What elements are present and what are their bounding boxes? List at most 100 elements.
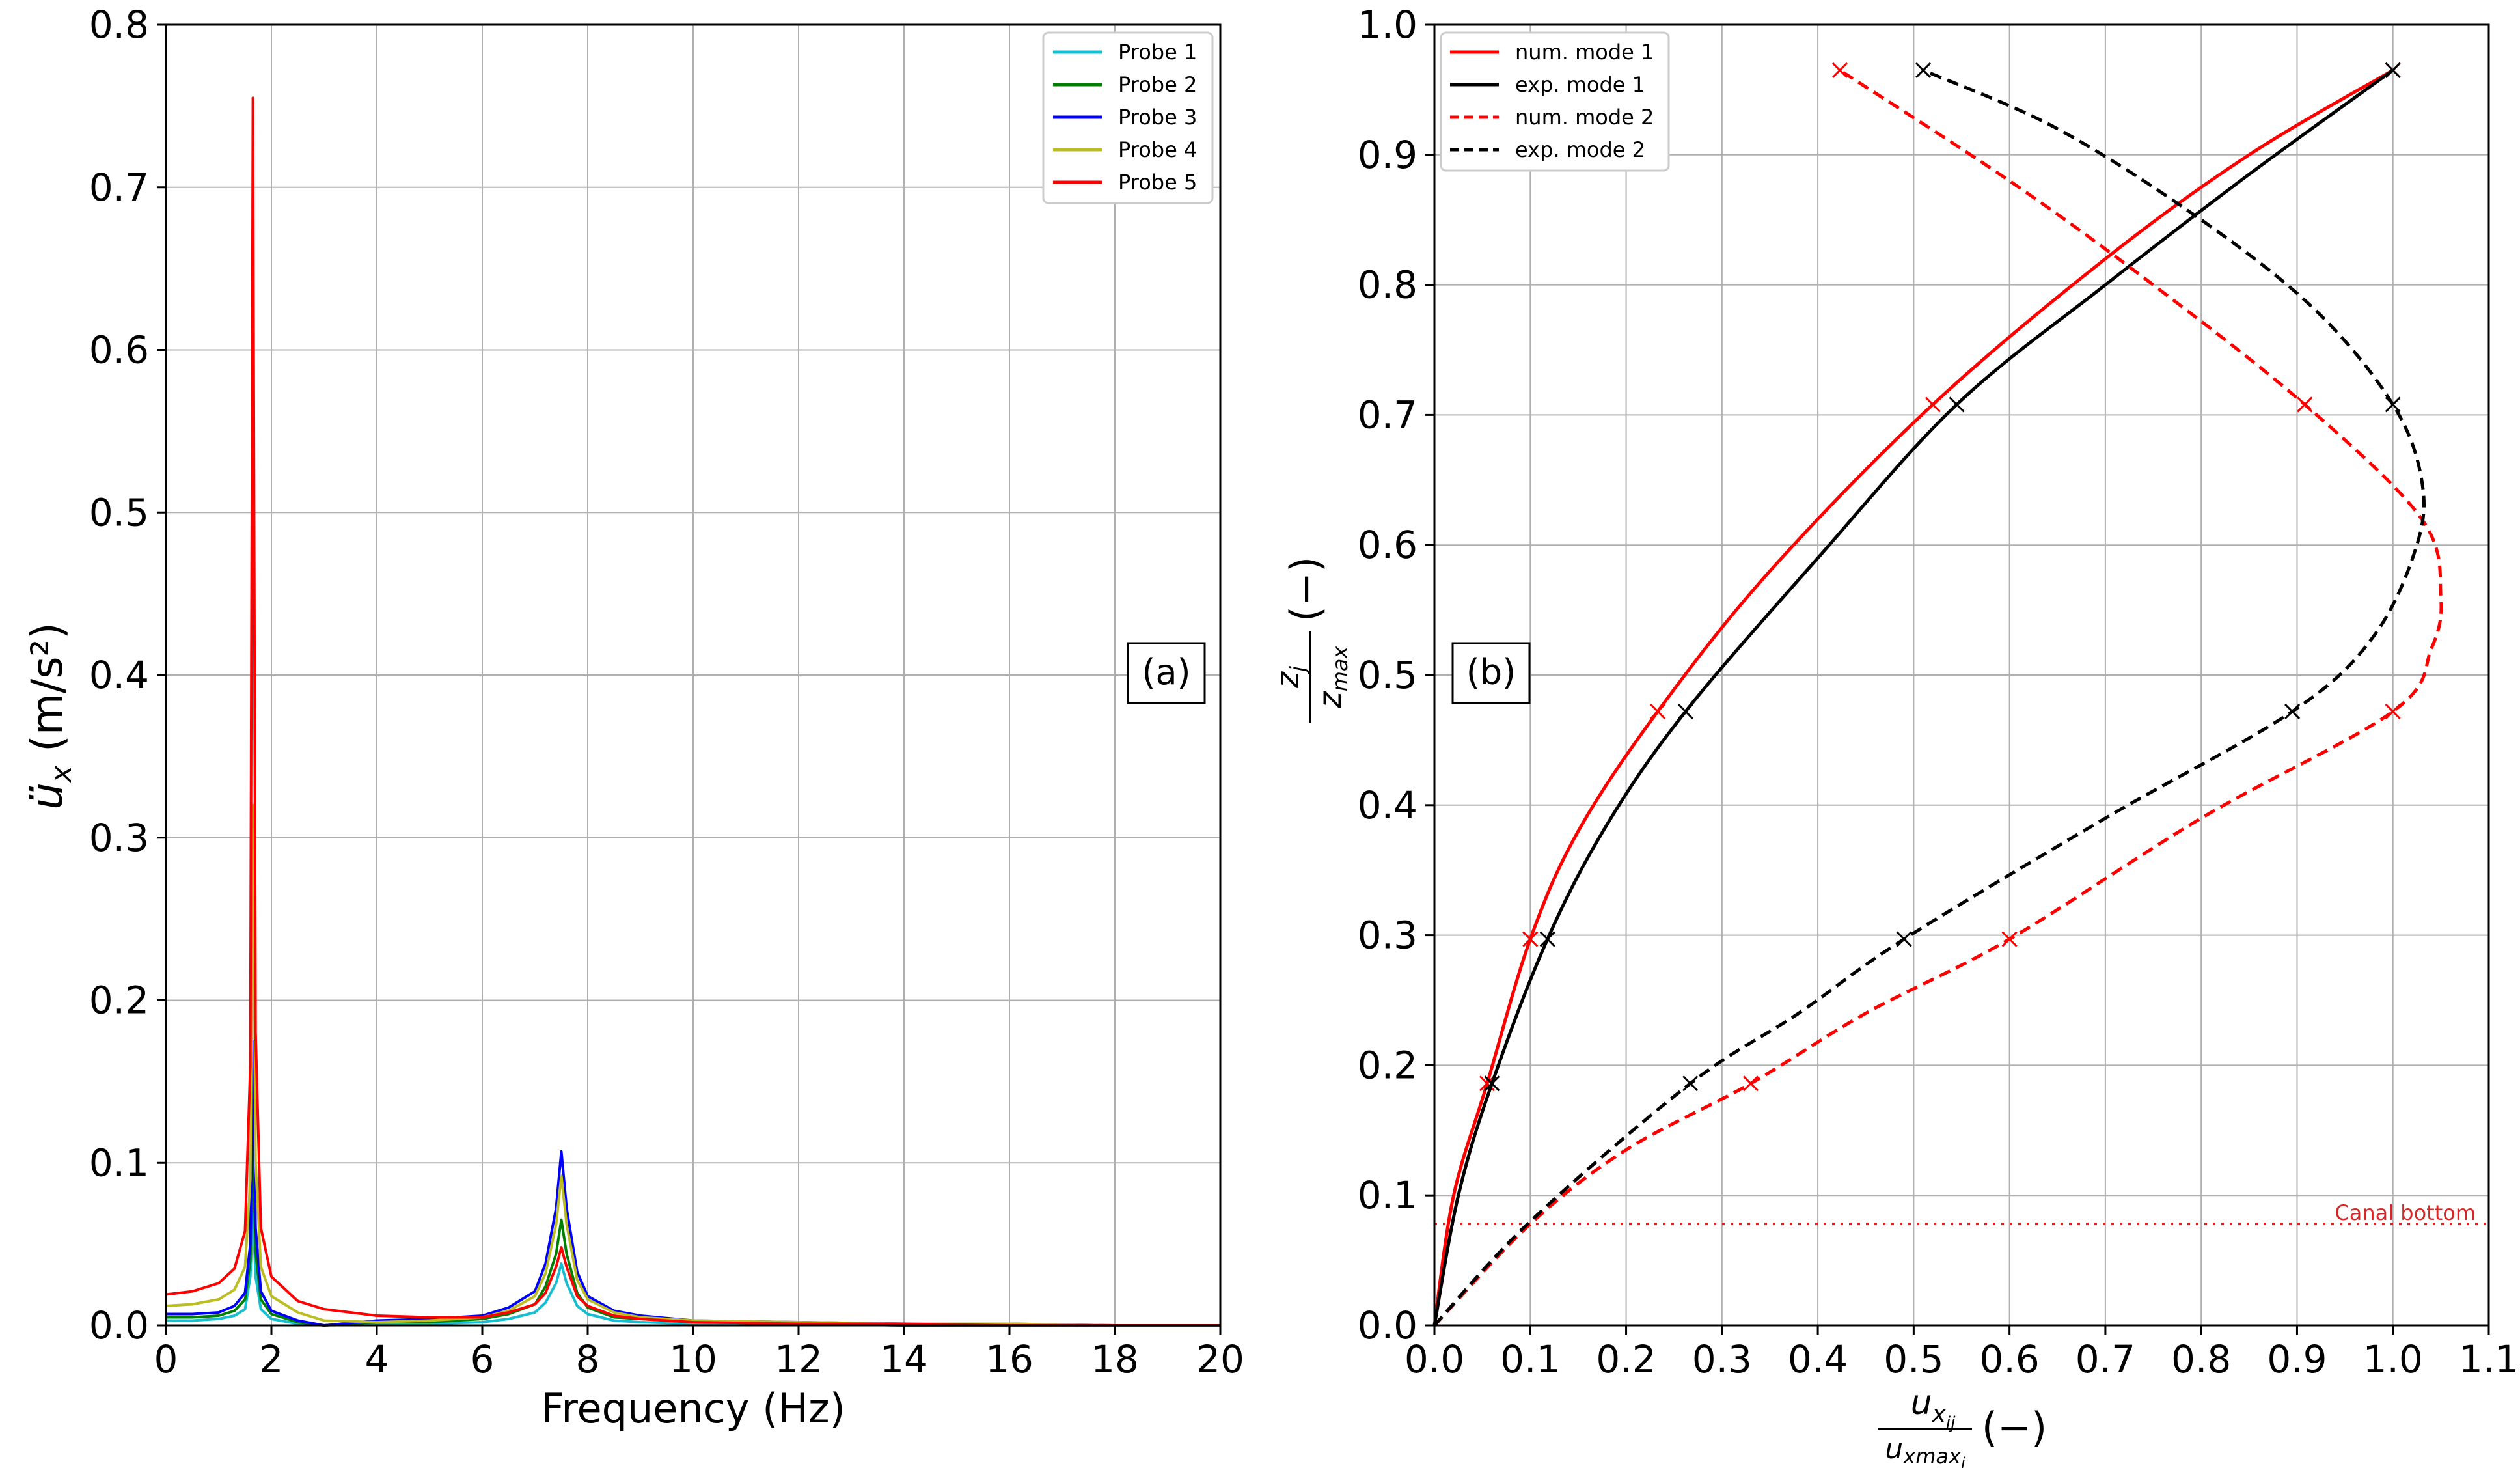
- panel-b-annotation: (b): [1451, 642, 1531, 704]
- panel-a-y-label: üx (m/s²): [22, 622, 78, 810]
- panel-a-annotation: (a): [1127, 642, 1206, 704]
- series-marker-num-mode-1: [1924, 396, 1941, 413]
- marker-stroke: [2385, 62, 2401, 78]
- panel-a-x-label: Frequency (Hz): [541, 1385, 845, 1432]
- panel-b-ticks: 0.0 0.1 0.2 0.3 0.4 0.5 0.6 0.7 0.8 0.9 1.0 1.1 0.0 0…: [1358, 3, 2519, 1381]
- svg-text:uxij: uxij: [1911, 1383, 1956, 1433]
- series-marker-num-mode-2: [2297, 396, 2313, 413]
- series-marker-exp-mode-1: [2385, 62, 2401, 78]
- marker-stroke: [2385, 396, 2401, 413]
- panel-a-series-layer: [165, 96, 1220, 1327]
- panel-a-grid: [165, 24, 1221, 1326]
- legend-label: num. mode 1: [1515, 40, 1654, 64]
- y-tick-label: 0.6: [1358, 523, 1418, 567]
- panel-a-spectrum: 0 2 4 6 8 10 12 14 16 18 20 0.0 0.1 0.2 0.3 0.4 0.5 0.6 0.…: [22, 3, 1244, 1432]
- marker-stroke: [1831, 62, 1848, 78]
- series-marker-num-mode-2: [1831, 62, 1848, 78]
- series-marker-exp-mode-2: [2284, 703, 2301, 720]
- marker-stroke: [1742, 1075, 1759, 1092]
- series-marker-num-mode-2: [2001, 931, 2018, 947]
- panel-b-y-label: zj zmax (−): [1270, 557, 1352, 723]
- svg-text:(a): (a): [1142, 652, 1190, 693]
- marker-stroke: [1522, 931, 1539, 947]
- legend-label: num. mode 2: [1515, 105, 1654, 130]
- x-tick-label: 0: [154, 1337, 178, 1381]
- y-tick-label: 0.9: [1358, 133, 1418, 177]
- y-tick-label: 0.7: [1358, 393, 1418, 437]
- panel-b-grid: [1434, 24, 2489, 1326]
- y-tick-label: 0.2: [1358, 1043, 1418, 1087]
- series-line-exp-mode-1: [1432, 68, 2394, 1326]
- series-line-probe-5: [165, 96, 1220, 1327]
- series-marker-exp-mode-1: [1484, 1075, 1500, 1092]
- marker-stroke: [2001, 931, 2018, 947]
- x-tick-label: 2: [260, 1337, 284, 1381]
- series-marker-num-mode-1: [1522, 931, 1539, 947]
- svg-text:(−): (−): [1982, 1404, 2047, 1451]
- x-tick-label: 0.5: [1883, 1337, 1943, 1381]
- marker-stroke: [2284, 703, 2301, 720]
- x-tick-label: 8: [576, 1337, 600, 1381]
- series-marker-exp-mode-2: [2385, 396, 2401, 413]
- x-tick-label: 0.6: [1980, 1337, 2040, 1381]
- svg-text:uxmaxi: uxmaxi: [1885, 1432, 1965, 1468]
- panel-b-legend: num. mode 1 exp. mode 1 num. mode 2 exp. mo…: [1440, 31, 1670, 172]
- y-tick-label: 0.8: [89, 3, 149, 47]
- x-tick-label: 0.4: [1788, 1337, 1848, 1381]
- series-line-num-mode-2: [1433, 68, 2443, 1327]
- y-tick-label: 0.3: [1358, 913, 1418, 958]
- marker-stroke: [2297, 396, 2313, 413]
- panel-b-mode-shapes: Canal bottom 0.0 0.1 0.2 0.3 0.4 0.5 0.6 0.7 0.8…: [1270, 3, 2519, 1468]
- marker-stroke: [1539, 931, 1555, 947]
- svg-text:(b): (b): [1466, 652, 1516, 693]
- panel-b-series-layer: [1432, 62, 2443, 1327]
- y-tick-label: 1.0: [1358, 3, 1418, 47]
- x-tick-label: 1.0: [2363, 1337, 2423, 1381]
- svg-text:zmax: zmax: [1312, 645, 1352, 708]
- x-tick-label: 10: [669, 1337, 717, 1381]
- legend-label: exp. mode 1: [1515, 72, 1645, 97]
- y-tick-label: 0.8: [1358, 263, 1418, 307]
- series-marker-exp-mode-1: [1949, 396, 1965, 413]
- y-tick-label: 0.6: [89, 328, 149, 372]
- y-tick-label: 0.0: [89, 1303, 149, 1348]
- x-tick-label: 0.8: [2171, 1337, 2231, 1381]
- marker-stroke: [2385, 703, 2401, 720]
- x-tick-label: 0.9: [2267, 1337, 2327, 1381]
- marker-stroke: [1650, 703, 1666, 720]
- x-tick-label: 20: [1196, 1337, 1244, 1381]
- y-tick-label: 0.5: [89, 490, 149, 534]
- series-line-exp-mode-2: [1433, 68, 2426, 1327]
- series-marker-num-mode-2: [1742, 1075, 1759, 1092]
- marker-stroke: [1896, 931, 1912, 947]
- x-tick-label: 18: [1091, 1337, 1139, 1381]
- marker-stroke: [1677, 703, 1693, 720]
- y-tick-label: 0.3: [89, 816, 149, 860]
- y-tick-label: 0.1: [89, 1141, 149, 1185]
- legend-label: Probe 4: [1118, 137, 1197, 162]
- series-marker-exp-mode-2: [1915, 62, 1932, 78]
- series-marker-exp-mode-1: [1677, 703, 1693, 720]
- legend-label: Probe 5: [1118, 170, 1197, 195]
- x-tick-label: 0.3: [1692, 1337, 1752, 1381]
- panel-b-x-label: uxij uxmaxi (−): [1878, 1383, 2047, 1468]
- x-tick-label: 0.7: [2075, 1337, 2135, 1381]
- series-marker-exp-mode-2: [1682, 1075, 1699, 1092]
- y-tick-label: 0.5: [1358, 653, 1418, 697]
- legend-label: Probe 2: [1118, 72, 1197, 97]
- x-tick-label: 12: [774, 1337, 823, 1381]
- x-tick-label: 16: [985, 1337, 1034, 1381]
- x-tick-label: 0.1: [1500, 1337, 1560, 1381]
- legend-label: exp. mode 2: [1515, 137, 1645, 162]
- series-marker-num-mode-1: [1650, 703, 1666, 720]
- series-marker-num-mode-2: [2385, 703, 2401, 720]
- y-tick-label: 0.4: [1358, 783, 1418, 827]
- series-line-probe-1: [166, 1210, 1220, 1327]
- canal-bottom-label: Canal bottom: [2335, 1200, 2476, 1225]
- marker-stroke: [1484, 1075, 1500, 1092]
- series-line-probe-4: [165, 803, 1220, 1327]
- y-tick-label: 0.7: [89, 165, 149, 210]
- x-tick-label: 14: [880, 1337, 928, 1381]
- series-marker-exp-mode-1: [1539, 931, 1555, 947]
